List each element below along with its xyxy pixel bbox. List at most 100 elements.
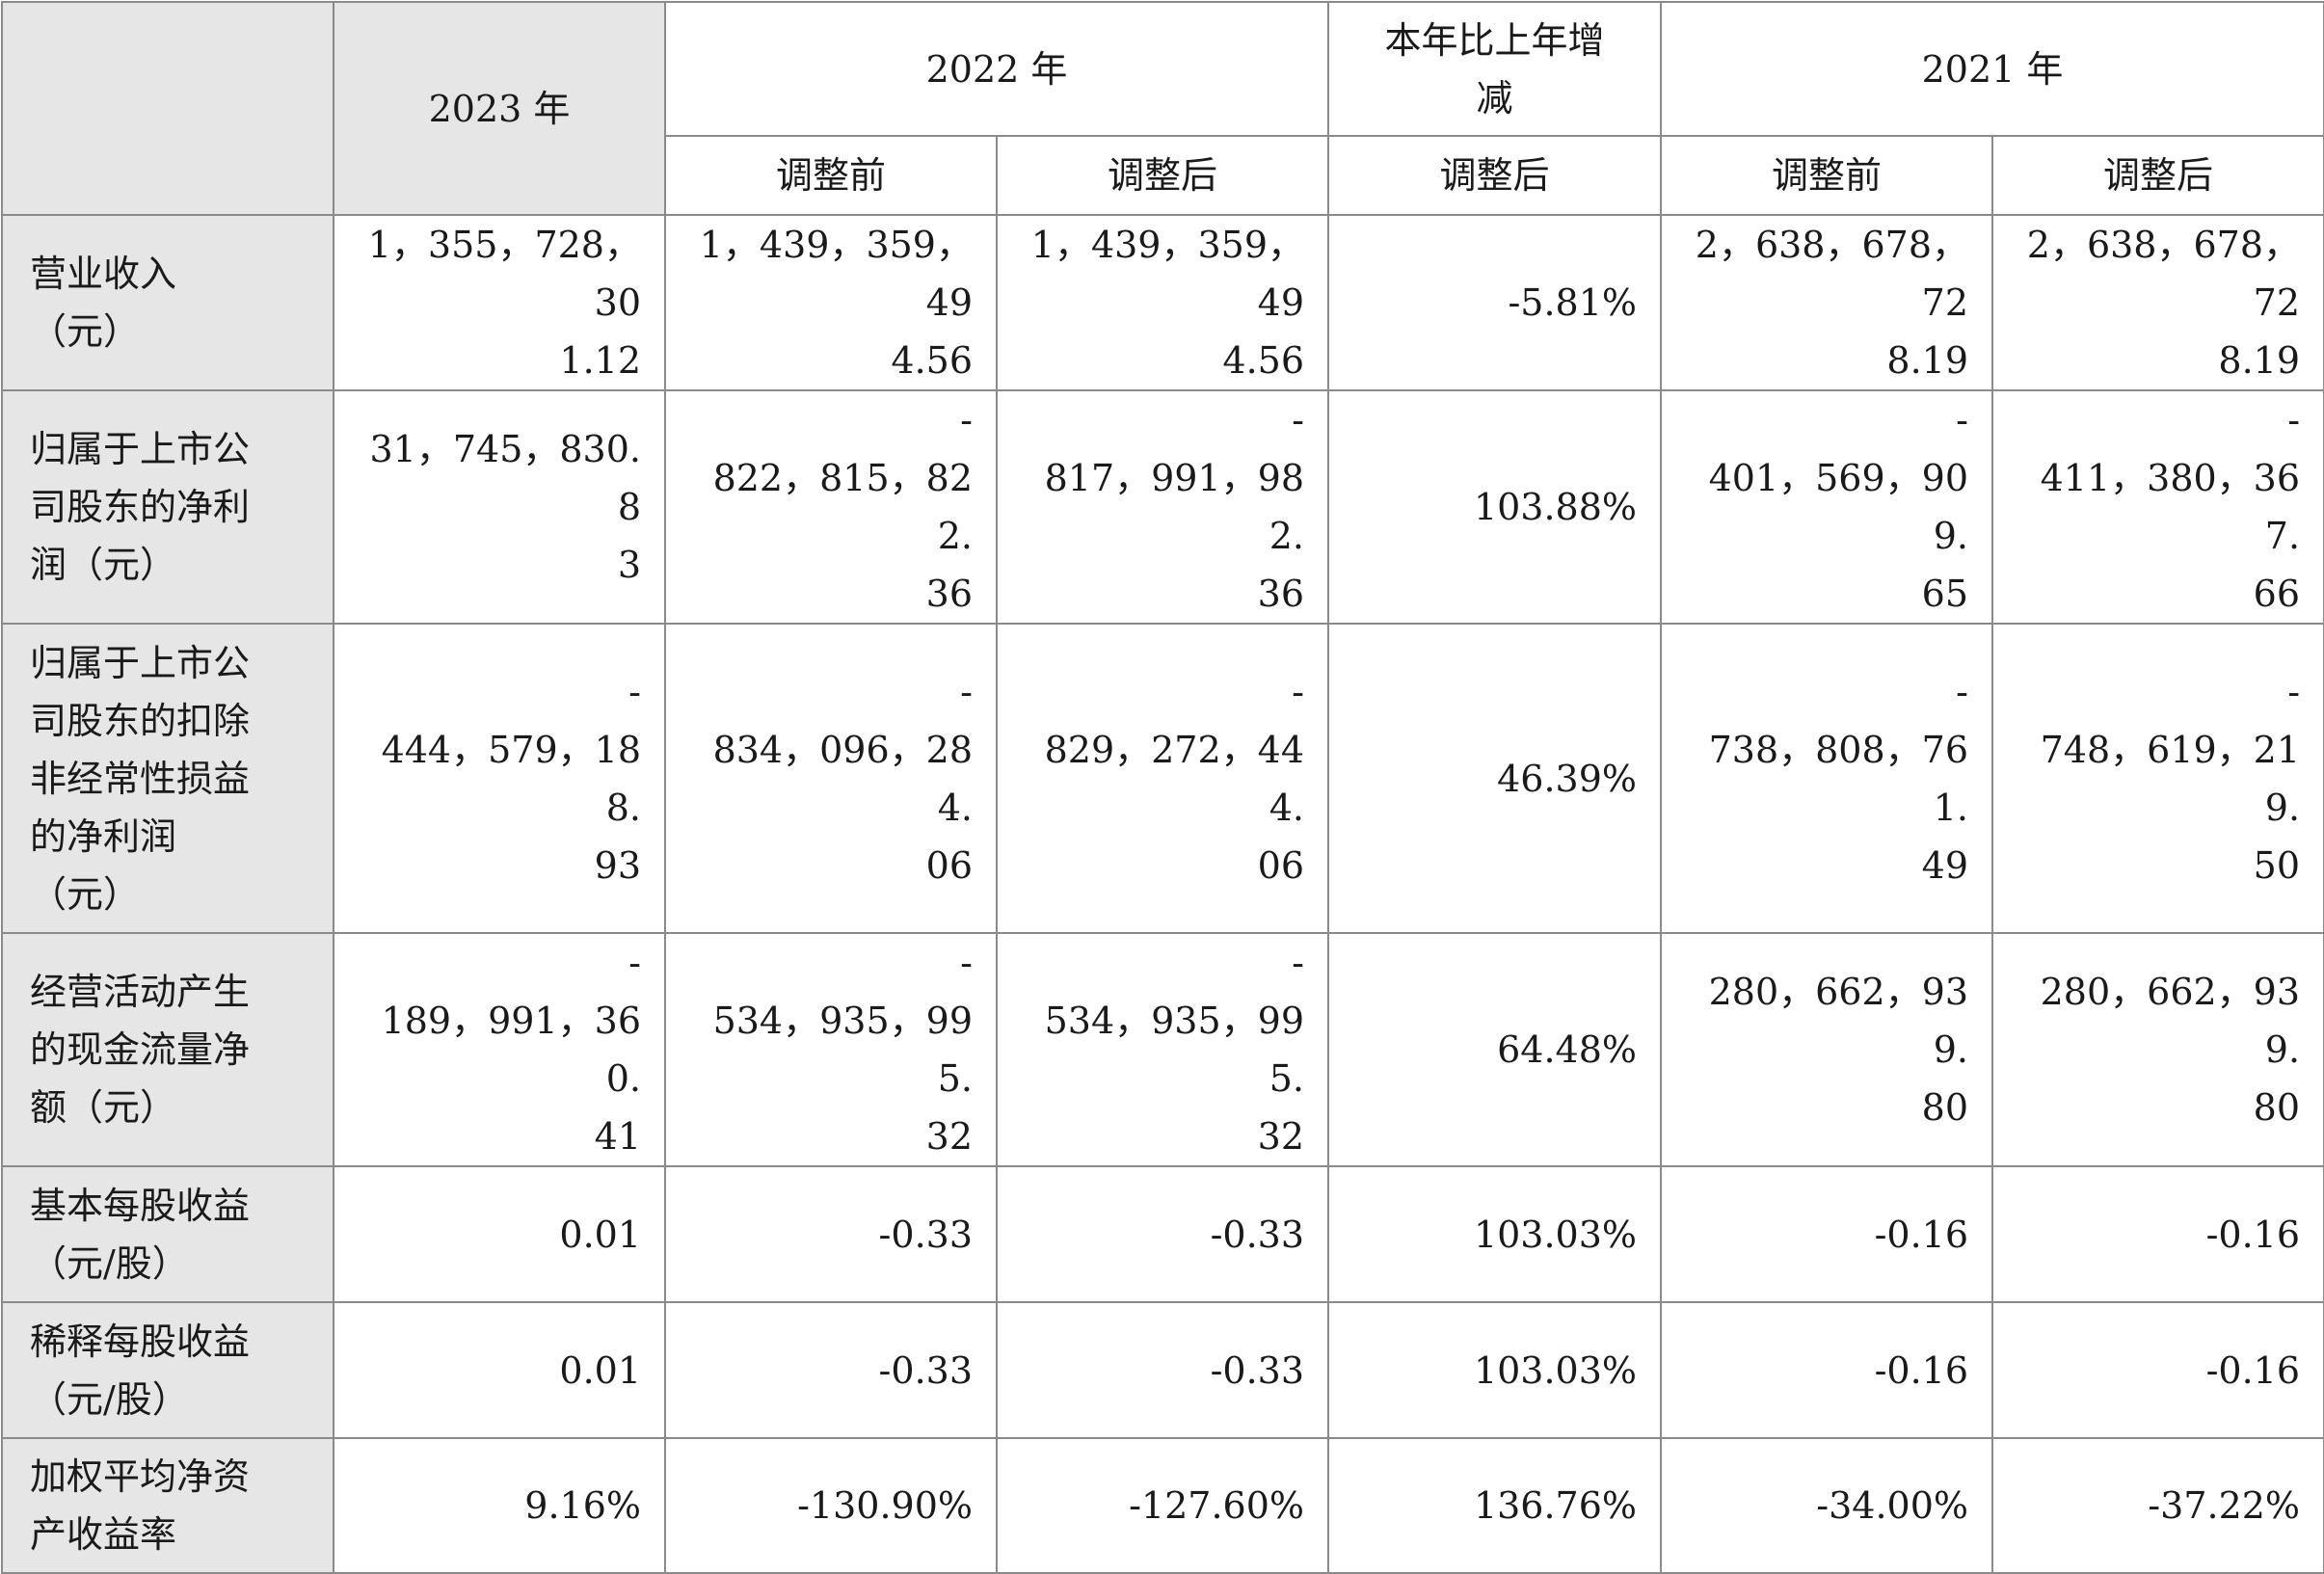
row-label-line: 加权平均净资 bbox=[30, 1455, 251, 1498]
cell-value-line: - bbox=[2287, 399, 2301, 441]
subheader-label: 调整前 bbox=[1772, 154, 1883, 197]
cell-value-line: 8.19 bbox=[1886, 339, 1969, 382]
table-row: 经营活动产生 的现金流量净 额（元） - 189，991，360. 41 - 534，935，… bbox=[1, 932, 2324, 1167]
cell-change: 46.39% bbox=[1327, 623, 1663, 934]
subheader-label: 调整前 bbox=[775, 154, 886, 197]
cell-2022-after: -127.60% bbox=[995, 1437, 1330, 1574]
cell-value-line: 36 bbox=[1257, 573, 1305, 615]
cell-2021-after: -0.16 bbox=[1991, 1301, 2324, 1439]
cell-value-line: 103.88% bbox=[1473, 486, 1638, 528]
cell-value-line: -0.16 bbox=[1874, 1348, 1969, 1392]
cell-value-line: -0.16 bbox=[1874, 1213, 1969, 1256]
col-header-2022-label: 2022 年 bbox=[925, 47, 1068, 91]
subheader-label: 调整后 bbox=[2103, 154, 2214, 197]
cell-2023: 31，745，830.8 3 bbox=[333, 389, 666, 625]
cell-2021-before: - 738，808，761. 49 bbox=[1660, 623, 1994, 934]
cell-value-line: 2，638，678，72 bbox=[2026, 224, 2301, 324]
subheader-2022-before: 调整前 bbox=[664, 135, 998, 216]
cell-value-line: 738，808，761. bbox=[1708, 728, 1969, 829]
cell-value-line: 0.01 bbox=[559, 1348, 641, 1392]
cell-value-line: 1，439，359，49 bbox=[699, 224, 973, 324]
cell-2022-before: 1，439，359，49 4.56 bbox=[664, 214, 998, 391]
row-label-line: 的现金流量净 bbox=[30, 1028, 251, 1071]
cell-value-line: 0.01 bbox=[559, 1213, 641, 1256]
cell-value-line: -0.33 bbox=[1210, 1348, 1305, 1392]
cell-value-line: 103.03% bbox=[1473, 1213, 1638, 1256]
cell-value-line: - bbox=[960, 670, 973, 713]
cell-value-line: 3 bbox=[617, 544, 641, 586]
cell-value-line: -5.81% bbox=[1508, 281, 1638, 324]
cell-change: -5.81% bbox=[1327, 214, 1663, 391]
cell-2021-after: 2，638，678，72 8.19 bbox=[1991, 214, 2324, 391]
cell-value-line: - bbox=[628, 670, 641, 713]
cell-value-line: 64.48% bbox=[1497, 1028, 1638, 1071]
cell-value-line: 06 bbox=[925, 843, 973, 887]
cell-2022-before: - 834，096，284. 06 bbox=[664, 623, 998, 934]
cell-2021-before: -34.00% bbox=[1660, 1437, 1994, 1574]
cell-2021-before: 2，638，678，72 8.19 bbox=[1660, 214, 1994, 391]
cell-value-line: 06 bbox=[1257, 843, 1305, 887]
cell-value-line: 817，991，982. bbox=[1044, 457, 1305, 557]
subheader-label: 调整后 bbox=[1108, 154, 1218, 197]
cell-value-line: 32 bbox=[1257, 1115, 1305, 1158]
cell-value-line: 136.76% bbox=[1473, 1484, 1638, 1527]
cell-2022-after: - 817，991，982. 36 bbox=[995, 389, 1330, 625]
table-row: 稀释每股收益 （元/股） 0.01 -0.33 -0.33 103.03% -0.16 -0.… bbox=[1, 1301, 2324, 1439]
header-row-adjust: 调整前 调整后 调整后 调整前 调整后 bbox=[2, 135, 2324, 216]
cell-value-line: 1.12 bbox=[559, 339, 641, 382]
col-header-change-line: 本年比上年增 bbox=[1384, 18, 1605, 62]
cell-value-line: 9.16% bbox=[524, 1484, 641, 1527]
row-label-line: 润（元） bbox=[30, 544, 177, 586]
cell-value-line: -0.16 bbox=[2205, 1213, 2301, 1256]
cell-value-line: -0.16 bbox=[2205, 1348, 2301, 1392]
col-header-2023-label: 2023 年 bbox=[428, 87, 571, 130]
cell-value-line: 444，579，188. bbox=[381, 728, 641, 829]
cell-value-line: 411，380，367. bbox=[2040, 457, 2301, 557]
cell-value-line: -34.00% bbox=[1816, 1484, 1969, 1527]
cell-2022-after: 1，439，359，49 4.56 bbox=[995, 214, 1330, 391]
cell-2023: 0.01 bbox=[333, 1301, 666, 1439]
cell-value-line: 4.56 bbox=[1222, 339, 1305, 382]
row-label-line: （元） bbox=[30, 872, 141, 916]
col-header-2021-label: 2021 年 bbox=[1921, 47, 2064, 91]
cell-value-line: -37.22% bbox=[2148, 1484, 2301, 1527]
cell-value-line: 65 bbox=[1921, 573, 1969, 615]
cell-value-line: - bbox=[1292, 399, 1305, 441]
cell-2021-after: - 748，619，219. 50 bbox=[1991, 623, 2324, 934]
row-label-line: 归属于上市公 bbox=[30, 428, 251, 470]
subheader-2021-after: 调整后 bbox=[1991, 135, 2324, 216]
cell-change: 64.48% bbox=[1327, 932, 1663, 1167]
row-label: 归属于上市公 司股东的净利 润（元） bbox=[1, 389, 334, 625]
cell-2023: 9.16% bbox=[333, 1437, 666, 1574]
cell-value-line: - bbox=[1956, 670, 1969, 713]
row-label: 基本每股收益 （元/股） bbox=[1, 1165, 334, 1303]
cell-value-line: -127.60% bbox=[1129, 1484, 1305, 1527]
row-label-line: 营业收入 bbox=[30, 253, 177, 295]
cell-value-line: 103.03% bbox=[1473, 1348, 1638, 1392]
cell-value-line: 534，935，995. bbox=[712, 1000, 973, 1100]
cell-2022-after: -0.33 bbox=[995, 1165, 1330, 1303]
cell-change: 136.76% bbox=[1327, 1437, 1663, 1574]
cell-value-line: 8.19 bbox=[2218, 339, 2301, 382]
cell-value-line: 189，991，360. bbox=[381, 1000, 641, 1100]
row-label-line: 产收益率 bbox=[30, 1513, 177, 1556]
cell-value-line: 49 bbox=[1921, 843, 1969, 887]
cell-value-line: 280，662，939. bbox=[1708, 971, 1969, 1071]
cell-change: 103.03% bbox=[1327, 1301, 1663, 1439]
cell-value-line: - bbox=[2287, 670, 2301, 713]
cell-value-line: 829，272，444. bbox=[1044, 728, 1305, 829]
row-label-line: （元/股） bbox=[30, 1241, 189, 1285]
cell-2023: 0.01 bbox=[333, 1165, 666, 1303]
cell-value-line: -130.90% bbox=[797, 1484, 973, 1527]
cell-value-line: - bbox=[1292, 670, 1305, 713]
cell-value-line: 822，815，822. bbox=[712, 457, 973, 557]
row-label-line: 司股东的扣除 bbox=[30, 699, 251, 742]
cell-value-line: 36 bbox=[925, 573, 973, 615]
col-header-2023: 2023 年 bbox=[333, 1, 666, 216]
cell-2022-before: - 534，935，995. 32 bbox=[664, 932, 998, 1167]
cell-2021-after: -37.22% bbox=[1991, 1437, 2324, 1574]
cell-2022-after: -0.33 bbox=[995, 1301, 1330, 1439]
row-label: 加权平均净资 产收益率 bbox=[1, 1437, 334, 1574]
header-row-years: 2023 年 2022 年 本年比上年增 减 2021 年 bbox=[1, 1, 2324, 216]
cell-value-line: 748，619，219. bbox=[2040, 728, 2301, 829]
